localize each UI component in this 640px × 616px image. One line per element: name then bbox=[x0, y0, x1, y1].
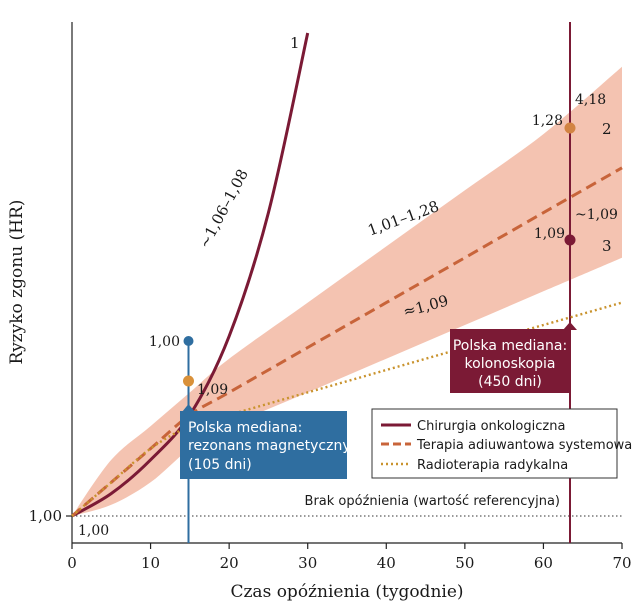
legend: Chirurgia onkologiczna Terapia adiuwanto… bbox=[371, 408, 632, 479]
marker-box-colonoscopy-line-3: (450 dni) bbox=[478, 374, 542, 390]
x-tick-label: 60 bbox=[534, 554, 553, 572]
x-tick-label: 50 bbox=[455, 554, 474, 572]
point-mri-orange bbox=[183, 375, 194, 387]
annotation-origin: 1,00 bbox=[78, 523, 109, 539]
y-axis-label: Ryzyko zgonu (HR) bbox=[7, 200, 27, 365]
x-tick-label: 20 bbox=[220, 554, 239, 572]
series-line-adjuvant bbox=[71, 166, 623, 518]
point-mri-blue bbox=[183, 336, 194, 346]
legend-label-adjuvant: Terapia adiuwantowa systemowa bbox=[416, 438, 632, 453]
y-tick-label: 1,00 bbox=[29, 507, 62, 525]
reference-line-label: Brak opóźnienia (wartość referencyjna) bbox=[305, 494, 560, 509]
slope-label-surgery: ~1,06–1,08 bbox=[195, 166, 252, 251]
point-colonoscopy-adjuvant bbox=[564, 122, 576, 134]
annotation-colonoscopy-1-09: 1,09 bbox=[534, 226, 565, 242]
legend-label-surgery: Chirurgia onkologiczna bbox=[417, 419, 565, 434]
x-ticks: 0 10 20 30 40 50 60 70 bbox=[67, 543, 632, 572]
x-axis-label: Czas opóźnienia (tygodnie) bbox=[230, 582, 463, 602]
legend-label-radiotherapy: Radioterapia radykalna bbox=[417, 458, 568, 473]
point-colonoscopy-radiotherapy bbox=[564, 234, 576, 246]
marker-box-colonoscopy: Polska mediana: kolonoskopia (450 dni) bbox=[450, 322, 577, 393]
x-tick-label: 40 bbox=[377, 554, 396, 572]
marker-box-colonoscopy-line-2: kolonoskopia bbox=[465, 356, 556, 372]
end-label-radiotherapy: ~1,09 bbox=[575, 207, 618, 223]
marker-box-mri-line-1: Polska mediana: bbox=[188, 420, 302, 436]
end-label-adjuvant: 4,18 bbox=[575, 92, 606, 108]
curve-number-1: 1 bbox=[290, 34, 300, 52]
marker-box-colonoscopy-line-1: Polska mediana: bbox=[453, 338, 567, 354]
marker-box-mri-line-2: rezonans magnetyczny bbox=[188, 438, 351, 454]
marker-box-mri-line-3: (105 dni) bbox=[188, 457, 252, 473]
annotation-colonoscopy-1-28: 1,28 bbox=[532, 113, 563, 129]
curve-number-2: 2 bbox=[602, 120, 612, 138]
curve-number-3: 3 bbox=[602, 237, 612, 255]
annotation-mri-1-09: 1,09 bbox=[197, 382, 228, 398]
x-tick-label: 30 bbox=[298, 554, 317, 572]
x-tick-label: 0 bbox=[67, 554, 77, 572]
x-tick-label: 70 bbox=[612, 554, 631, 572]
annotation-mri-1-00: 1,00 bbox=[149, 334, 180, 350]
x-tick-label: 10 bbox=[141, 554, 160, 572]
marker-box-mri: Polska mediana: rezonans magnetyczny (10… bbox=[180, 404, 351, 479]
series-line-surgery bbox=[71, 32, 310, 518]
